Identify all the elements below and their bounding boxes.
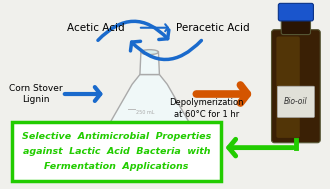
Text: Bio-oil: Bio-oil bbox=[284, 97, 308, 106]
FancyBboxPatch shape bbox=[277, 36, 300, 138]
Text: Acetic Acid: Acetic Acid bbox=[67, 23, 125, 33]
FancyBboxPatch shape bbox=[278, 3, 314, 21]
Text: against  Lactic  Acid  Bacteria  with: against Lactic Acid Bacteria with bbox=[23, 147, 210, 156]
Text: 250 mL: 250 mL bbox=[136, 109, 154, 115]
Polygon shape bbox=[140, 52, 159, 74]
Text: Selective  Antimicrobial  Properties: Selective Antimicrobial Properties bbox=[22, 132, 211, 141]
FancyBboxPatch shape bbox=[277, 86, 314, 117]
FancyBboxPatch shape bbox=[272, 30, 320, 143]
Text: Peracetic Acid: Peracetic Acid bbox=[176, 23, 250, 33]
Text: Fermentation  Applications: Fermentation Applications bbox=[44, 162, 189, 171]
Polygon shape bbox=[106, 74, 193, 130]
FancyBboxPatch shape bbox=[12, 122, 221, 181]
FancyBboxPatch shape bbox=[281, 13, 311, 35]
Text: Depolymerization
at 60°C for 1 hr: Depolymerization at 60°C for 1 hr bbox=[169, 98, 244, 119]
Ellipse shape bbox=[141, 50, 158, 55]
Text: Corn Stover
Lignin: Corn Stover Lignin bbox=[9, 84, 62, 104]
